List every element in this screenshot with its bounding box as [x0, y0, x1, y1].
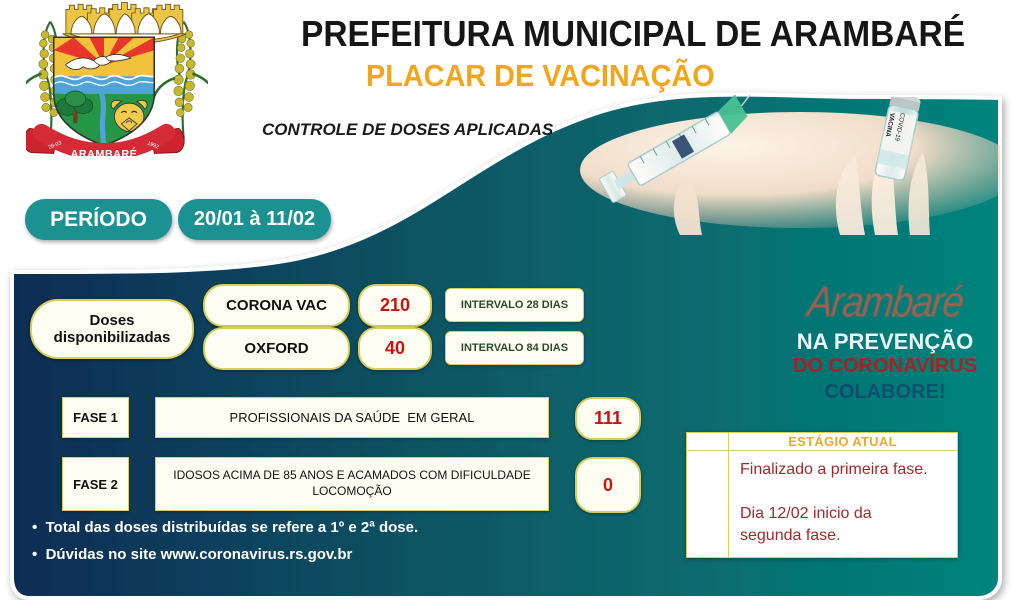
- svg-text:ARAMBARÉ: ARAMBARÉ: [71, 148, 138, 156]
